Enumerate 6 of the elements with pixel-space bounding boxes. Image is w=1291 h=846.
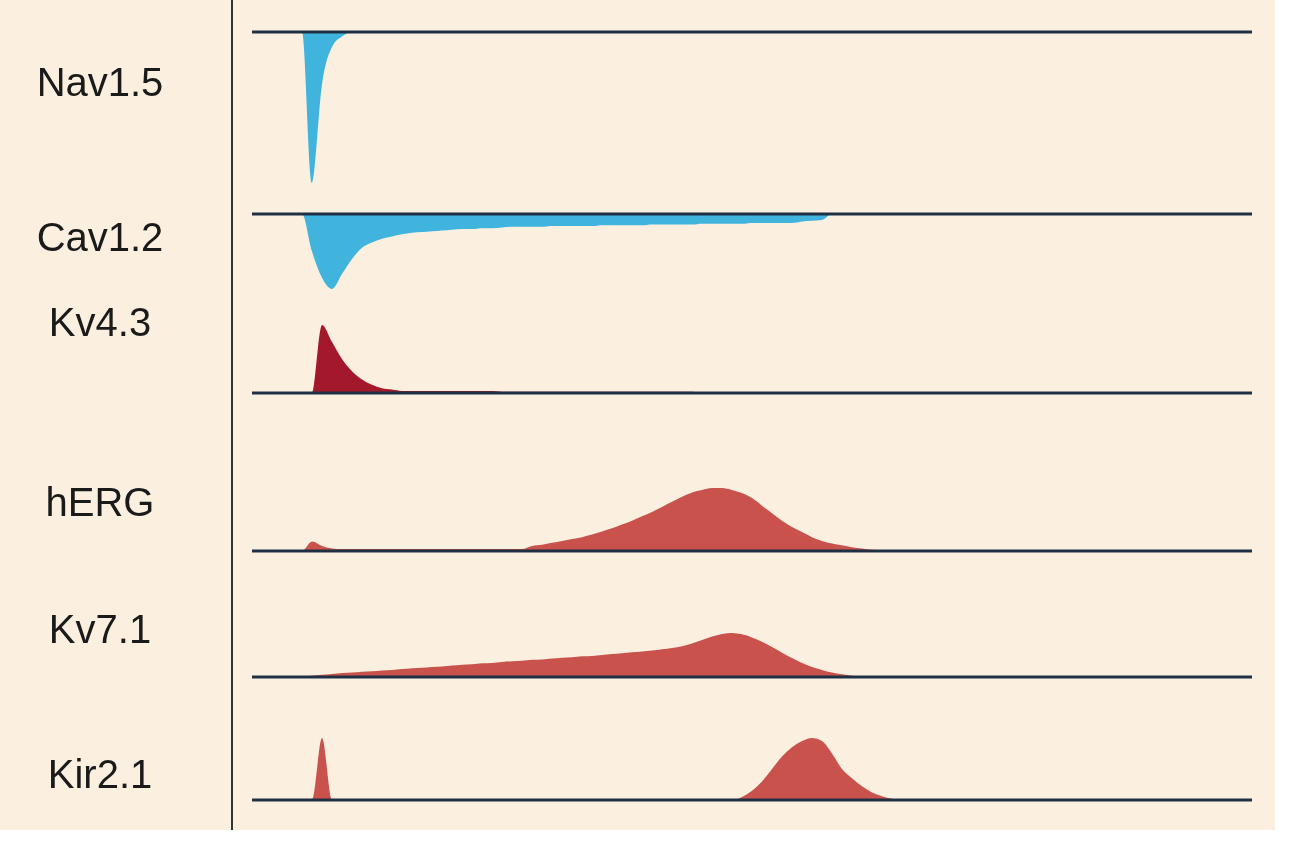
y-axis-title: Cav1.2	[36, 214, 164, 259]
y-axis-title: hERG	[45, 479, 155, 524]
y-axis-title: Kir2.1	[47, 751, 153, 796]
y-axis-title: Nav1.5	[36, 59, 164, 104]
y-axis-title: Kv7.1	[48, 606, 152, 651]
y-axis-title: Kv4.3	[48, 299, 152, 344]
